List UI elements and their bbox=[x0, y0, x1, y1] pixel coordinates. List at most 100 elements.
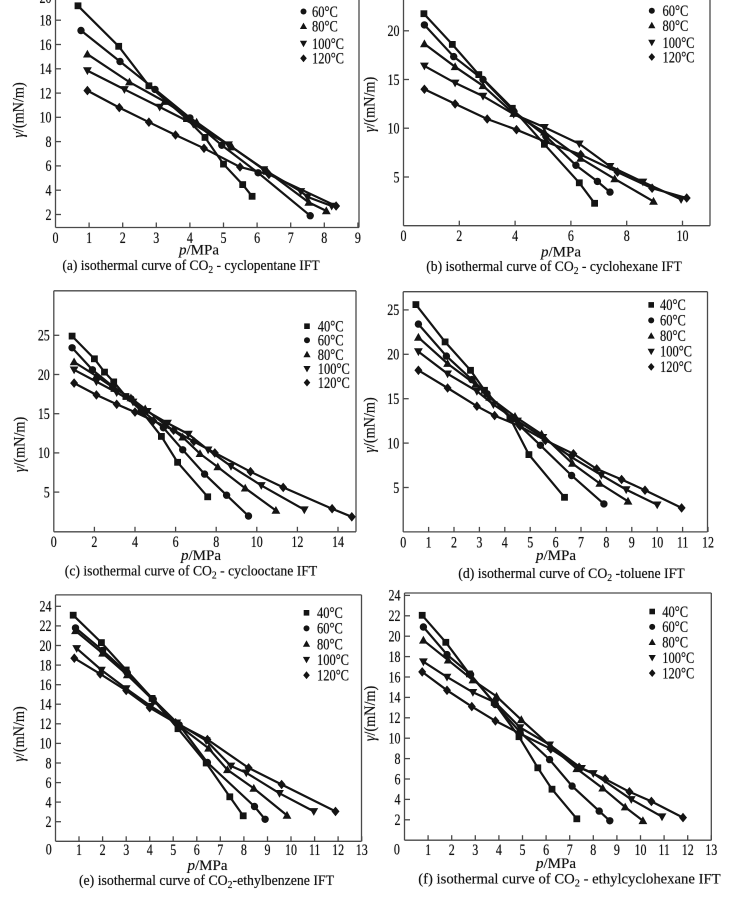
svg-text:40°C: 40°C bbox=[662, 603, 688, 621]
svg-text:p/MPa: p/MPa bbox=[540, 245, 581, 261]
svg-text:γ/(mN/m): γ/(mN/m) bbox=[12, 417, 29, 473]
svg-text:14: 14 bbox=[389, 689, 401, 707]
svg-text:2: 2 bbox=[451, 534, 457, 552]
svg-text:3: 3 bbox=[123, 841, 129, 859]
svg-text:4: 4 bbox=[395, 791, 401, 809]
svg-text:1: 1 bbox=[426, 534, 432, 552]
svg-text:10: 10 bbox=[38, 445, 50, 463]
svg-text:15: 15 bbox=[387, 390, 399, 408]
svg-text:60°C: 60°C bbox=[312, 3, 338, 21]
svg-text:18: 18 bbox=[389, 648, 401, 666]
svg-text:2: 2 bbox=[46, 206, 52, 224]
svg-text:12: 12 bbox=[389, 710, 401, 728]
svg-text:5: 5 bbox=[394, 169, 400, 187]
svg-text:5: 5 bbox=[170, 841, 176, 859]
svg-text:11: 11 bbox=[309, 841, 321, 859]
svg-text:γ/(mN/m): γ/(mN/m) bbox=[11, 82, 28, 138]
svg-text:0: 0 bbox=[394, 841, 400, 859]
svg-text:40°C: 40°C bbox=[660, 297, 686, 315]
svg-text:16: 16 bbox=[389, 669, 401, 687]
svg-text:20: 20 bbox=[387, 346, 399, 364]
svg-text:100°C: 100°C bbox=[317, 652, 349, 670]
svg-text:20: 20 bbox=[40, 0, 52, 7]
svg-text:11: 11 bbox=[658, 841, 670, 859]
svg-text:10: 10 bbox=[635, 841, 647, 859]
svg-text:3: 3 bbox=[476, 534, 482, 552]
svg-text:10: 10 bbox=[251, 534, 263, 552]
svg-text:13: 13 bbox=[705, 841, 717, 859]
svg-text:p/MPa: p/MPa bbox=[535, 548, 576, 564]
svg-text:4: 4 bbox=[147, 841, 153, 859]
svg-text:6: 6 bbox=[173, 534, 179, 552]
svg-text:p/MPa: p/MPa bbox=[180, 548, 221, 564]
svg-text:24: 24 bbox=[40, 598, 52, 616]
svg-text:60°C: 60°C bbox=[317, 620, 343, 638]
svg-text:4: 4 bbox=[496, 841, 502, 859]
svg-text:11: 11 bbox=[677, 534, 689, 552]
svg-text:7: 7 bbox=[567, 841, 573, 859]
svg-text:0: 0 bbox=[400, 534, 406, 552]
svg-text:80°C: 80°C bbox=[312, 18, 338, 36]
svg-text:12: 12 bbox=[40, 716, 52, 734]
svg-text:13: 13 bbox=[356, 841, 368, 859]
svg-text:12: 12 bbox=[332, 841, 344, 859]
svg-text:15: 15 bbox=[38, 405, 50, 423]
svg-text:7: 7 bbox=[288, 229, 294, 247]
svg-text:6: 6 bbox=[194, 841, 200, 859]
svg-text:40°C: 40°C bbox=[318, 318, 344, 336]
svg-text:24: 24 bbox=[389, 587, 401, 605]
svg-text:10: 10 bbox=[677, 227, 689, 245]
svg-text:3: 3 bbox=[472, 841, 478, 859]
svg-text:γ/(mN/m): γ/(mN/m) bbox=[362, 686, 379, 742]
svg-text:8: 8 bbox=[590, 841, 596, 859]
svg-text:6: 6 bbox=[543, 841, 549, 859]
svg-text:0: 0 bbox=[401, 227, 407, 245]
svg-text:18: 18 bbox=[40, 657, 52, 675]
svg-text:14: 14 bbox=[40, 60, 52, 78]
svg-text:γ/(mN/m): γ/(mN/m) bbox=[362, 397, 379, 453]
svg-text:120°C: 120°C bbox=[663, 49, 695, 67]
svg-text:100°C: 100°C bbox=[312, 35, 344, 53]
svg-text:80°C: 80°C bbox=[318, 346, 344, 364]
svg-text:6: 6 bbox=[553, 534, 559, 552]
svg-text:12: 12 bbox=[40, 85, 52, 103]
svg-text:4: 4 bbox=[187, 229, 193, 247]
svg-text:6: 6 bbox=[568, 227, 574, 245]
svg-text:9: 9 bbox=[355, 229, 361, 247]
svg-text:5: 5 bbox=[221, 229, 227, 247]
svg-text:0: 0 bbox=[46, 841, 52, 859]
svg-text:100°C: 100°C bbox=[663, 34, 695, 52]
svg-text:5: 5 bbox=[520, 841, 526, 859]
svg-text:4: 4 bbox=[132, 534, 138, 552]
svg-text:5: 5 bbox=[44, 484, 50, 502]
svg-text:0: 0 bbox=[51, 534, 57, 552]
svg-text:20: 20 bbox=[388, 22, 400, 40]
svg-text:1: 1 bbox=[76, 841, 82, 859]
svg-text:5: 5 bbox=[393, 479, 399, 497]
svg-text:3: 3 bbox=[153, 229, 159, 247]
svg-text:γ/(mN/m): γ/(mN/m) bbox=[12, 706, 29, 762]
svg-text:14: 14 bbox=[40, 696, 52, 714]
svg-text:16: 16 bbox=[40, 36, 52, 54]
svg-text:8: 8 bbox=[624, 227, 630, 245]
svg-text:120°C: 120°C bbox=[660, 359, 692, 377]
svg-text:p/MPa: p/MPa bbox=[186, 858, 227, 874]
svg-text:100°C: 100°C bbox=[660, 343, 692, 361]
svg-text:120°C: 120°C bbox=[662, 665, 694, 683]
svg-text:12: 12 bbox=[291, 534, 303, 552]
svg-text:7: 7 bbox=[217, 841, 223, 859]
svg-text:25: 25 bbox=[387, 302, 399, 320]
svg-text:4: 4 bbox=[512, 227, 518, 245]
svg-text:40°C: 40°C bbox=[317, 605, 343, 623]
svg-text:9: 9 bbox=[629, 534, 635, 552]
svg-text:p/MPa: p/MPa bbox=[178, 242, 219, 258]
svg-text:2: 2 bbox=[456, 227, 462, 245]
svg-text:80°C: 80°C bbox=[663, 17, 689, 35]
svg-text:60°C: 60°C bbox=[660, 312, 686, 330]
svg-text:60°C: 60°C bbox=[318, 332, 344, 350]
svg-text:4: 4 bbox=[46, 794, 52, 812]
svg-text:8: 8 bbox=[46, 755, 52, 773]
svg-text:(b) isothermal curve of CO2 -: (b) isothermal curve of CO2 - cyclohexan… bbox=[426, 260, 682, 277]
svg-text:60°C: 60°C bbox=[662, 619, 688, 637]
svg-text:1: 1 bbox=[86, 229, 92, 247]
